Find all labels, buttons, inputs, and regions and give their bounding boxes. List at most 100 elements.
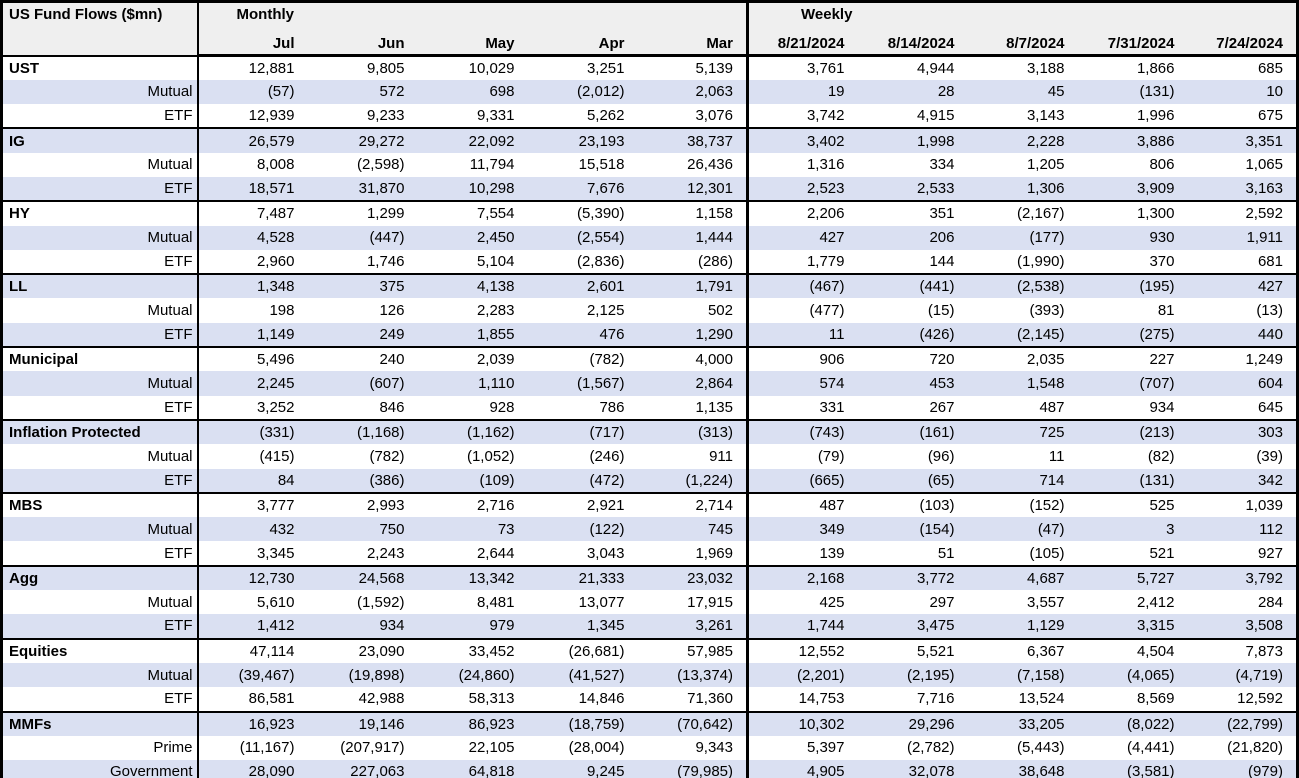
value-cell: 8,569 xyxy=(1136,690,1175,708)
value-cell: (70,642) xyxy=(637,710,748,736)
table-row-mutual: Mutual 2,245 (607) 1,110 (1,567) 2,864 574 453 1… xyxy=(1,371,1298,396)
value-cell: 928 xyxy=(489,398,515,416)
value-cell: 18,571 xyxy=(248,180,295,198)
value-cell: 84 xyxy=(277,471,295,489)
value-cell: 297 xyxy=(929,593,955,611)
value-cell: (79,985) xyxy=(677,763,733,778)
row-label: Inflation Protected xyxy=(1,418,199,445)
row-label: ETF xyxy=(1,468,199,493)
value-cell: (607) xyxy=(369,375,405,392)
value-cell: 645 xyxy=(1257,398,1283,416)
value-cell: 720 xyxy=(857,346,968,372)
value-cell: (13,374) xyxy=(677,666,733,684)
value-cell: (24,860) xyxy=(458,666,515,684)
value-cell: 5,104 xyxy=(476,253,515,271)
table-row-mutual: Mutual 8,008 (2,598) 11,794 15,518 26,436 1,31… xyxy=(1,152,1298,177)
value-cell: 6,367 xyxy=(967,637,1078,663)
value-cell: (28,004) xyxy=(568,739,625,757)
row-label: Mutual xyxy=(1,371,199,396)
value-cell: 681 xyxy=(1257,253,1283,271)
value-cell: 572 xyxy=(379,83,405,101)
value-cell: 1,911 xyxy=(1246,229,1283,247)
monthly-section-header: Monthly xyxy=(197,1,748,28)
value-cell: 14,753 xyxy=(746,687,858,712)
value-cell: 1,548 xyxy=(1026,375,1065,392)
column-header-7-24-2024: 7/24/2024 xyxy=(1187,28,1298,57)
value-cell: 13,524 xyxy=(1018,690,1065,708)
value-cell: 8,481 xyxy=(476,593,515,611)
table-body: UST 12,881 9,805 10,029 3,251 5,139 3,761 4,944… xyxy=(1,54,1298,778)
value-cell: 342 xyxy=(1257,471,1283,489)
value-cell: 1,300 xyxy=(1077,200,1188,226)
value-cell: (1,224) xyxy=(685,471,733,489)
value-cell: (979) xyxy=(1247,763,1283,778)
value-cell: 427 xyxy=(746,225,858,250)
value-cell: 1,866 xyxy=(1077,54,1188,80)
table-title: US Fund Flows ($mn) xyxy=(1,1,199,56)
value-cell: 33,205 xyxy=(967,710,1078,736)
value-cell: 28,090 xyxy=(248,763,295,778)
value-cell: 2,523 xyxy=(746,176,858,202)
value-cell: 3,076 xyxy=(695,107,733,125)
value-cell: 1,969 xyxy=(695,544,733,562)
value-cell: 934 xyxy=(379,617,405,635)
value-cell: 2,921 xyxy=(527,491,638,518)
value-cell: (39,467) xyxy=(238,666,295,684)
column-header-jun: Jun xyxy=(307,28,418,57)
table-row-ll: LL 1,348 375 4,138 2,601 1,791 (467) (441) (2,53… xyxy=(1,273,1298,299)
value-cell: 206 xyxy=(929,229,955,247)
value-cell: 64,818 xyxy=(468,763,515,778)
table-row-municipal: Municipal 5,496 240 2,039 (782) 4,000 906 720 2,… xyxy=(1,346,1298,372)
value-cell: 3,909 xyxy=(1136,180,1175,198)
value-cell: 86,923 xyxy=(417,710,528,736)
row-label: IG xyxy=(1,127,199,153)
row-label: LL xyxy=(1,273,199,299)
value-cell: 3,777 xyxy=(197,491,308,518)
value-cell: 7,487 xyxy=(197,200,308,226)
column-header-7-31-2024: 7/31/2024 xyxy=(1077,28,1188,57)
value-cell: 3,772 xyxy=(857,564,968,591)
value-cell: 2,533 xyxy=(916,180,955,198)
value-cell: 1,306 xyxy=(1026,180,1065,198)
value-cell: 29,296 xyxy=(857,710,968,736)
value-cell: 57,985 xyxy=(637,637,748,663)
value-cell: (1,168) xyxy=(307,418,418,445)
value-cell: 71,360 xyxy=(687,690,733,708)
value-cell: 3,345 xyxy=(256,544,295,562)
value-cell: (2,195) xyxy=(906,666,955,684)
value-cell: 14,846 xyxy=(578,690,625,708)
value-cell: (47) xyxy=(1037,520,1065,538)
value-cell: 2,601 xyxy=(527,273,638,299)
value-cell: (4,719) xyxy=(1235,666,1283,684)
value-cell: 21,333 xyxy=(527,564,638,591)
value-cell: 1,998 xyxy=(857,127,968,153)
value-cell: (18,759) xyxy=(527,710,638,736)
value-cell: (286) xyxy=(697,253,733,271)
value-cell: (782) xyxy=(527,346,638,372)
value-cell: (386) xyxy=(369,471,405,489)
value-cell: 3,886 xyxy=(1077,127,1188,153)
value-cell: (207,917) xyxy=(340,739,405,757)
table-row-equities: Equities 47,114 23,090 33,452 (26,681) 57,985… xyxy=(1,637,1298,663)
table-row-etf: ETF 18,571 31,870 10,298 7,676 12,301 2,523 2,5… xyxy=(1,176,1298,202)
table-row-etf: ETF 2,960 1,746 5,104 (2,836) (286) 1,779 144 (1… xyxy=(1,249,1298,275)
value-cell: 10,302 xyxy=(746,710,858,736)
value-cell: 927 xyxy=(1257,544,1283,562)
value-cell: 267 xyxy=(929,398,955,416)
row-label: Mutual xyxy=(1,444,199,469)
value-cell: 10,298 xyxy=(468,180,515,198)
row-label: ETF xyxy=(1,322,199,348)
value-cell: (2,836) xyxy=(576,253,625,271)
value-cell: 425 xyxy=(746,590,858,615)
value-cell: (313) xyxy=(637,418,748,445)
value-cell: 375 xyxy=(307,273,418,299)
value-cell: (472) xyxy=(589,471,625,489)
value-cell: 3,742 xyxy=(746,104,858,129)
value-cell: 750 xyxy=(379,520,405,538)
value-cell: 11 xyxy=(1048,447,1065,465)
value-cell: 4,000 xyxy=(637,346,748,372)
value-cell: 5,521 xyxy=(857,637,968,663)
value-cell: (8,022) xyxy=(1077,710,1188,736)
value-cell: 2,283 xyxy=(476,302,515,320)
value-cell: 227 xyxy=(1077,346,1188,372)
